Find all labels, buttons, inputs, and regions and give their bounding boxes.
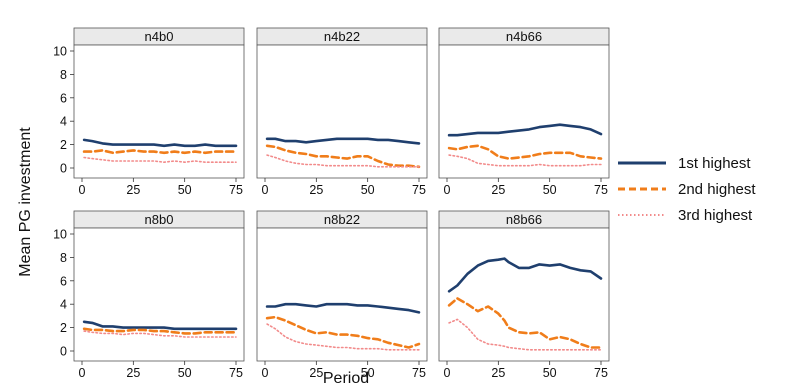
panel-title: n8b66 [506, 212, 542, 227]
panel-title: n8b22 [324, 212, 360, 227]
series-line-solid [82, 320, 238, 331]
panel-title: n4b22 [324, 29, 360, 44]
y-tick-label: 0 [60, 162, 67, 176]
panel-n8b66: n8b66 0 25 50 75 [438, 210, 610, 380]
legend-swatch-dotted [618, 214, 666, 216]
x-tick-label: 0 [262, 183, 269, 197]
x-tick-label: 75 [594, 183, 608, 197]
legend-swatch-solid [618, 161, 666, 165]
panel-frame [73, 44, 245, 179]
series-line-solid [82, 138, 238, 148]
y-tick-label: 6 [60, 91, 67, 105]
x-tick-label: 25 [491, 366, 505, 380]
panel-n4b22: n4b22 0 25 50 75 [256, 27, 428, 197]
panel-title: n4b0 [145, 29, 174, 44]
x-tick-label: 0 [444, 183, 451, 197]
y-tick-label: 10 [53, 45, 67, 59]
panel-frame [256, 44, 428, 179]
series-line-dashed [447, 144, 603, 160]
x-tick-label: 75 [229, 366, 243, 380]
x-tick-label: 0 [79, 183, 86, 197]
y-tick-label: 0 [60, 345, 67, 359]
panel-n4b0: n4b0 0 25 50 75 0 2 4 6 8 10 [53, 27, 245, 197]
x-tick-label: 75 [412, 366, 426, 380]
x-tick-label: 75 [594, 366, 608, 380]
y-tick-label: 8 [60, 251, 67, 265]
series-line-dashed [265, 315, 421, 349]
panel-title: n4b66 [506, 29, 542, 44]
y-tick-label: 2 [60, 321, 67, 335]
y-tick-label: 6 [60, 274, 67, 288]
series-line-solid [265, 302, 421, 314]
series-line-dotted [83, 156, 237, 163]
series-line-dashed [265, 144, 421, 169]
x-tick-label: 50 [361, 366, 375, 380]
y-tick-label: 10 [53, 228, 67, 242]
x-tick-label: 50 [543, 366, 557, 380]
series-line-dashed [82, 327, 238, 335]
series-line-solid [447, 123, 603, 137]
legend: 1st highest 2nd highest 3rd highest [618, 150, 756, 228]
panel-n4b66: n4b66 0 25 50 75 [438, 27, 610, 197]
series-line-dashed [82, 149, 238, 155]
legend-swatch-dashed [618, 187, 666, 191]
legend-label-2nd: 2nd highest [678, 180, 756, 198]
y-tick-label: 4 [60, 298, 67, 312]
series-line-dotted [448, 318, 602, 351]
x-tick-label: 25 [309, 183, 323, 197]
panel-frame [73, 227, 245, 362]
x-tick-label: 50 [178, 366, 192, 380]
legend-item-2nd: 2nd highest [618, 176, 756, 202]
x-axis-label: Period [323, 370, 369, 387]
x-tick-label: 0 [262, 366, 269, 380]
series-line-dotted [266, 323, 420, 351]
panel-n8b0: n8b0 0 25 50 75 0 2 4 6 8 10 [53, 210, 245, 380]
legend-label-1st: 1st highest [678, 154, 751, 172]
x-tick-label: 25 [126, 366, 140, 380]
x-tick-label: 75 [229, 183, 243, 197]
y-tick-label: 2 [60, 138, 67, 152]
legend-label-3rd: 3rd highest [678, 206, 753, 224]
panel-n8b22: n8b22 0 25 50 75 [256, 210, 428, 380]
series-line-dotted [448, 154, 602, 167]
x-tick-label: 50 [361, 183, 375, 197]
y-axis-label: Mean PG investment [17, 127, 34, 277]
x-tick-label: 25 [491, 183, 505, 197]
panel-frame [438, 227, 610, 362]
panel-title: n8b0 [145, 212, 174, 227]
y-tick-label: 8 [60, 68, 67, 82]
series-line-solid [265, 137, 421, 145]
series-line-dashed [447, 297, 603, 349]
x-tick-label: 50 [178, 183, 192, 197]
panel-frame [256, 227, 428, 362]
series-line-dotted [83, 330, 237, 338]
series-line-solid [447, 257, 603, 293]
legend-item-3rd: 3rd highest [618, 202, 756, 228]
x-tick-label: 0 [444, 366, 451, 380]
x-tick-label: 50 [543, 183, 557, 197]
x-tick-label: 25 [309, 366, 323, 380]
legend-item-1st: 1st highest [618, 150, 756, 176]
x-tick-label: 0 [79, 366, 86, 380]
x-tick-label: 75 [412, 183, 426, 197]
x-tick-label: 25 [126, 183, 140, 197]
series-line-dotted [266, 154, 420, 168]
y-tick-label: 4 [60, 115, 67, 129]
